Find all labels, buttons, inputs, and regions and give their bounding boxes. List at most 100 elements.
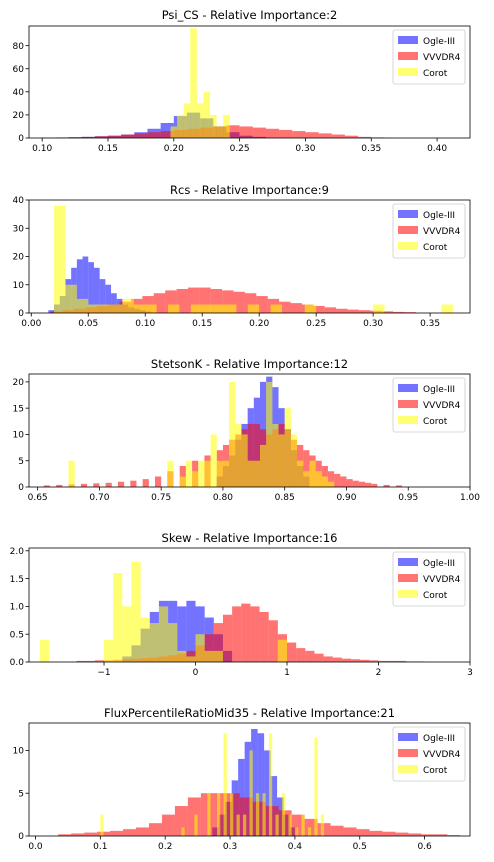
legend-label: Ogle-III xyxy=(423,734,455,744)
bar xyxy=(232,606,242,662)
bar xyxy=(347,309,359,313)
x-tick-label: 2 xyxy=(376,668,382,678)
bar xyxy=(268,733,273,836)
bar xyxy=(351,659,361,662)
bar xyxy=(290,434,298,487)
bar xyxy=(294,827,299,836)
legend-swatch xyxy=(398,52,418,60)
bar xyxy=(393,311,405,313)
x-tick-label: 0.90 xyxy=(336,493,356,503)
series-corot xyxy=(54,205,453,314)
bar xyxy=(287,642,297,662)
bar xyxy=(291,814,305,836)
bar xyxy=(94,136,108,138)
bar xyxy=(434,834,448,836)
legend-label: Corot xyxy=(423,243,448,253)
bar xyxy=(94,660,105,662)
bar xyxy=(204,460,211,487)
bar xyxy=(54,205,66,313)
bar xyxy=(82,256,89,313)
x-tick-label: 3 xyxy=(467,668,473,678)
legend-swatch xyxy=(398,765,418,773)
bar xyxy=(121,134,135,138)
bar xyxy=(305,650,315,662)
y-tick-label: 0.0 xyxy=(10,658,25,668)
y-tick-label: 15 xyxy=(13,404,24,414)
bar xyxy=(327,481,335,487)
bar xyxy=(247,304,260,313)
x-tick-label: 0 xyxy=(193,668,199,678)
legend-label: Ogle-III xyxy=(423,385,455,395)
bar xyxy=(149,623,159,662)
bar xyxy=(81,136,95,138)
bar xyxy=(177,650,187,662)
axes-frame xyxy=(28,722,471,837)
legend-label: Ogle-III xyxy=(423,559,455,569)
bar xyxy=(334,473,341,487)
bar xyxy=(43,485,50,487)
y-axis: 0.0 0.5 1.0 1.5 2.0 xyxy=(10,547,29,668)
bar xyxy=(194,814,198,836)
bar xyxy=(210,114,217,138)
bars xyxy=(43,376,403,487)
x-tick-label: 0.5 xyxy=(353,842,367,852)
bar xyxy=(56,484,63,487)
bars xyxy=(42,28,385,139)
bar xyxy=(330,825,344,836)
legend-label: Corot xyxy=(423,591,448,601)
bar xyxy=(130,480,137,487)
bar xyxy=(331,134,345,138)
bar xyxy=(421,834,435,836)
bar xyxy=(186,600,196,662)
x-tick-label: 0.15 xyxy=(98,144,118,154)
bar xyxy=(327,471,335,487)
bar xyxy=(314,653,324,662)
y-tick-label: 0 xyxy=(18,309,24,319)
bar xyxy=(340,476,347,487)
bar xyxy=(383,484,390,487)
x-tick-label: 0.95 xyxy=(398,493,418,503)
bar xyxy=(207,793,211,836)
bar xyxy=(123,829,137,836)
bar xyxy=(358,481,365,487)
bar xyxy=(447,835,461,836)
bar xyxy=(213,304,225,313)
bar xyxy=(275,814,279,836)
bar xyxy=(249,750,253,836)
bar xyxy=(279,129,293,138)
bar xyxy=(192,471,199,487)
bar xyxy=(244,293,257,313)
x-tick-label: 0.25 xyxy=(230,144,250,154)
legend: Ogle-III VVVDR4 Corot xyxy=(392,726,466,782)
axes-frame xyxy=(28,25,471,139)
panel-title: StetsonK - Relative Importance:12 xyxy=(151,357,348,371)
bar xyxy=(84,832,98,836)
bar xyxy=(235,423,242,487)
bar xyxy=(213,650,223,662)
legend-label: VVVDR4 xyxy=(423,227,461,237)
bar xyxy=(324,307,337,313)
bar xyxy=(320,814,325,836)
bar xyxy=(321,476,328,487)
x-tick-label: 0.3 xyxy=(223,842,237,852)
panel-title: Psi_CS - Relative Importance:2 xyxy=(162,8,338,22)
bar xyxy=(187,797,201,836)
legend-swatch xyxy=(398,384,418,392)
bar xyxy=(255,793,260,836)
x-tick-label: 0.30 xyxy=(295,144,315,154)
bar xyxy=(381,311,394,313)
bar xyxy=(253,460,260,487)
bar xyxy=(58,834,72,836)
x-tick-label: 0.1 xyxy=(93,842,107,852)
bar xyxy=(378,660,388,662)
panel-rcs: Rcs - Relative Importance:9 0.00 0.05 0.10… xyxy=(13,183,471,329)
bar xyxy=(168,304,180,313)
bar xyxy=(352,480,359,487)
bar xyxy=(313,305,325,313)
x-tick-label: 0.75 xyxy=(151,493,171,503)
bar xyxy=(382,831,396,836)
bar xyxy=(181,827,185,836)
bar xyxy=(341,658,352,662)
bar xyxy=(247,423,254,487)
x-tick-label: 1.00 xyxy=(460,493,480,503)
